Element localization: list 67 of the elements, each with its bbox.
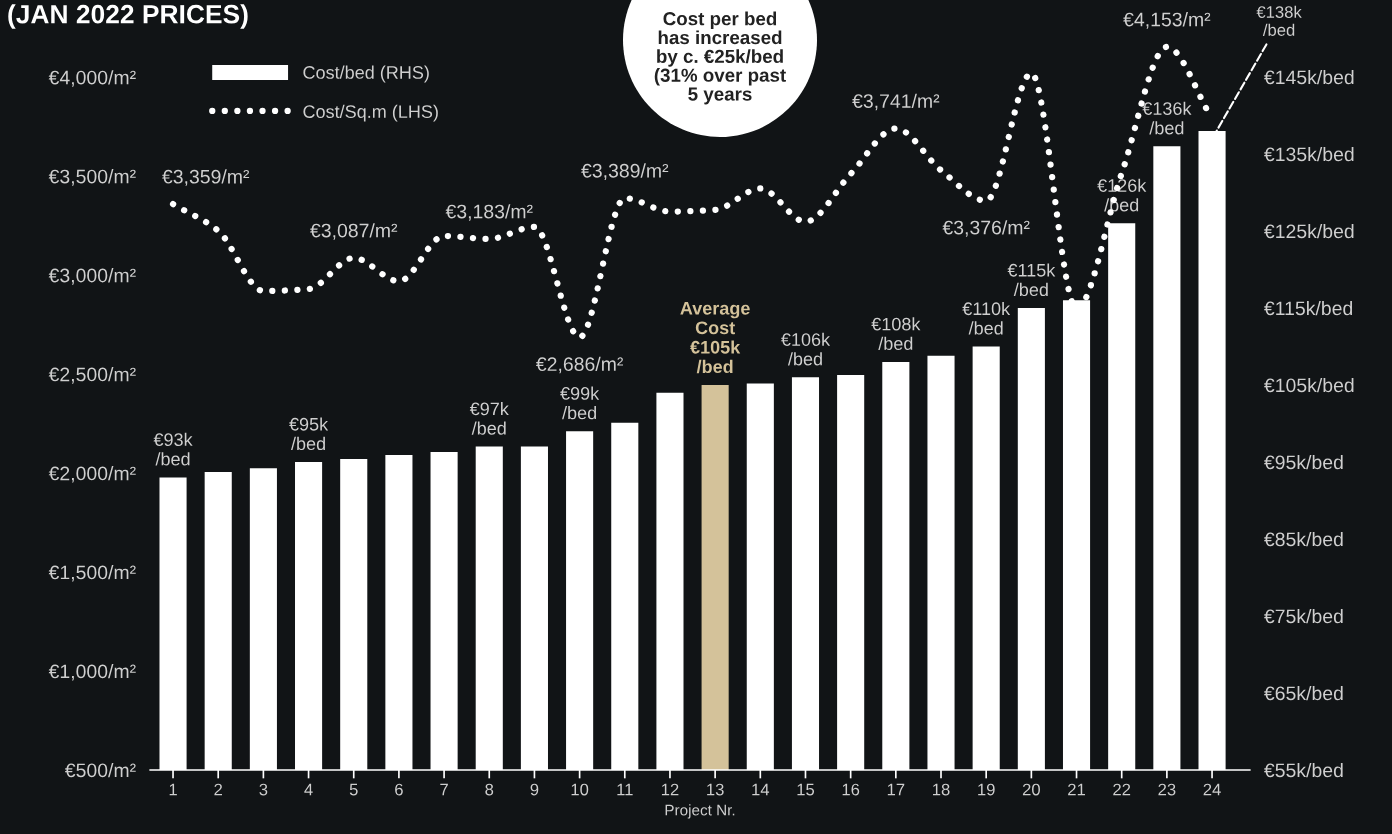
y-tick-label: €3,500/m²: [48, 169, 136, 186]
x-tick-label: 4: [304, 783, 313, 796]
data-label: €97k /bed: [469, 401, 509, 435]
x-tick-label: 15: [797, 783, 815, 796]
data-label: Average Cost €105k /bed: [680, 302, 750, 374]
x-tick-label: 13: [707, 783, 724, 796]
x-tick-label: 6: [395, 783, 403, 796]
x-tick-label: 17: [887, 783, 905, 796]
x-tick-label: 12: [661, 783, 679, 796]
x-tick-label: 19: [978, 783, 995, 796]
y-tick-label: €4,000/m²: [48, 70, 136, 87]
data-label: €115k /bed: [1007, 263, 1056, 297]
data-label: €3,741/m²: [852, 93, 940, 111]
data-label: €108k /bed: [871, 317, 921, 350]
x-tick-label: 1: [169, 783, 177, 796]
data-label: €106k /bed: [781, 332, 831, 366]
legend-label: Cost/Sq.m (LHS): [303, 104, 438, 122]
x-tick-label: 3: [259, 783, 268, 796]
y2-tick-label: €135k/bed: [1264, 146, 1354, 162]
y2-tick-label: €105k/bed: [1264, 377, 1354, 393]
x-tick-label: 16: [842, 783, 860, 796]
y-tick-label: €1,500/m²: [48, 565, 136, 582]
x-tick-label: 5: [349, 783, 358, 796]
x-tick-label: 24: [1203, 783, 1221, 796]
data-label: €136k /bed: [1142, 101, 1192, 135]
y2-tick-label: €95k/bed: [1264, 454, 1343, 470]
y2-tick-label: €125k/bed: [1264, 223, 1354, 239]
y2-tick-label: €145k/bed: [1264, 69, 1354, 85]
data-label: €3,087/m²: [310, 223, 398, 240]
x-tick-label: 14: [752, 783, 770, 796]
x-tick-label: 21: [1068, 783, 1085, 796]
y-tick-label: €1,000/m²: [48, 663, 136, 681]
data-label: €3,389/m²: [581, 163, 669, 180]
data-label: €126k /bed: [1097, 178, 1147, 212]
chart-title: (JAN 2022 PRICES): [8, 4, 248, 29]
x-tick-label: 22: [1113, 783, 1131, 796]
x-tick-label: 9: [530, 783, 539, 796]
y2-tick-label: €65k/bed: [1264, 685, 1343, 701]
y2-tick-label: €55k/bed: [1264, 762, 1343, 778]
data-label: €4,153/m²: [1123, 12, 1211, 29]
y-tick-label: €2,000/m²: [48, 466, 136, 483]
annotation: Cost per bed has increased by c. €25k/bed (31% over past 5 years: [654, 11, 786, 105]
x-tick-label: 11: [617, 783, 633, 796]
x-tick-label: 20: [1022, 783, 1040, 796]
x-tick-label: 18: [933, 783, 950, 796]
data-label: €99k /bed: [560, 386, 600, 420]
y2-tick-label: €115k/bed: [1264, 300, 1353, 316]
y-tick-label: €3,000/m²: [48, 268, 136, 285]
data-label: €138k /bed: [1256, 5, 1302, 36]
y2-tick-label: €75k/bed: [1264, 608, 1343, 624]
data-label: €93k /bed: [153, 432, 193, 466]
x-tick-label: 2: [214, 783, 223, 796]
x-tick-label: 7: [440, 783, 448, 796]
legend-label: Cost/bed (RHS): [303, 65, 429, 83]
x-axis-title: Project Nr.: [665, 804, 735, 819]
y-tick-label: €2,500/m²: [48, 367, 136, 384]
y2-tick-label: €85k/bed: [1264, 531, 1343, 547]
data-label: €2,686/m²: [535, 356, 624, 374]
data-label: €3,376/m²: [942, 220, 1030, 237]
data-label: €110k /bed: [962, 301, 1011, 335]
y-tick-label: €500/m²: [64, 762, 136, 778]
x-tick-label: 23: [1158, 783, 1176, 796]
data-label: €95k /bed: [289, 417, 329, 451]
data-label: €3,359/m²: [162, 169, 250, 186]
x-tick-label: 8: [485, 783, 494, 796]
data-label: €3,183/m²: [445, 204, 533, 221]
x-tick-label: 10: [571, 783, 589, 796]
